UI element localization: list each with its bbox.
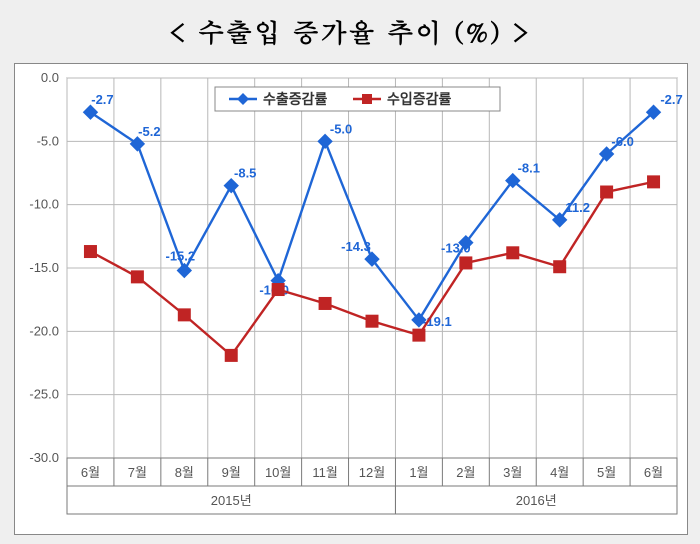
svg-text:7월: 7월 xyxy=(128,465,147,480)
svg-text:9월: 9월 xyxy=(222,465,241,480)
svg-text:5월: 5월 xyxy=(597,465,616,480)
svg-text:-2.7: -2.7 xyxy=(91,92,113,107)
svg-text:3월: 3월 xyxy=(503,465,522,480)
svg-text:-8.5: -8.5 xyxy=(234,166,256,181)
svg-text:2016년: 2016년 xyxy=(516,493,557,508)
chart-container: < 수출입 증가율 추이 (%) > 0.0 -5.0 -10.0 -15.0 -20.… xyxy=(0,0,700,544)
svg-text:2015년: 2015년 xyxy=(211,493,252,508)
chart-title: < 수출입 증가율 추이 (%) > xyxy=(0,0,700,50)
svg-text:수입증감률: 수입증감률 xyxy=(387,91,452,107)
svg-text:6월: 6월 xyxy=(644,465,663,480)
svg-text:-15.0: -15.0 xyxy=(29,260,59,275)
svg-text:1월: 1월 xyxy=(409,465,428,480)
svg-text:-25.0: -25.0 xyxy=(29,387,59,402)
svg-text:-5.0: -5.0 xyxy=(330,121,352,136)
svg-text:-2.7: -2.7 xyxy=(660,92,682,107)
svg-text:-20.0: -20.0 xyxy=(29,323,59,338)
svg-text:12월: 12월 xyxy=(359,465,385,480)
svg-text:11.2: 11.2 xyxy=(565,200,590,215)
line-chart: 0.0 -5.0 -10.0 -15.0 -20.0 -25.0 -30.0 6월 7월 8월 9월… xyxy=(15,64,687,534)
svg-text:0.0: 0.0 xyxy=(41,70,59,85)
svg-text:8월: 8월 xyxy=(175,465,194,480)
svg-text:-15.2: -15.2 xyxy=(165,249,195,264)
chart-frame: 0.0 -5.0 -10.0 -15.0 -20.0 -25.0 -30.0 6월 7월 8월 9월… xyxy=(14,63,688,535)
svg-text:수출증감률: 수출증감률 xyxy=(263,91,328,107)
svg-text:10월: 10월 xyxy=(265,465,291,480)
svg-text:-13.0: -13.0 xyxy=(441,241,471,256)
svg-text:4월: 4월 xyxy=(550,465,569,480)
svg-text:11월: 11월 xyxy=(312,465,337,480)
svg-text:-5.2: -5.2 xyxy=(138,124,160,139)
svg-text:-30.0: -30.0 xyxy=(29,450,59,465)
svg-text:-10.0: -10.0 xyxy=(29,197,59,212)
svg-text:-6.0: -6.0 xyxy=(611,134,633,149)
svg-text:-5.0: -5.0 xyxy=(37,133,59,148)
svg-text:-8.1: -8.1 xyxy=(518,161,540,176)
svg-text:-14.3: -14.3 xyxy=(341,239,371,254)
svg-text:2월: 2월 xyxy=(456,465,475,480)
svg-text:6월: 6월 xyxy=(81,465,100,480)
